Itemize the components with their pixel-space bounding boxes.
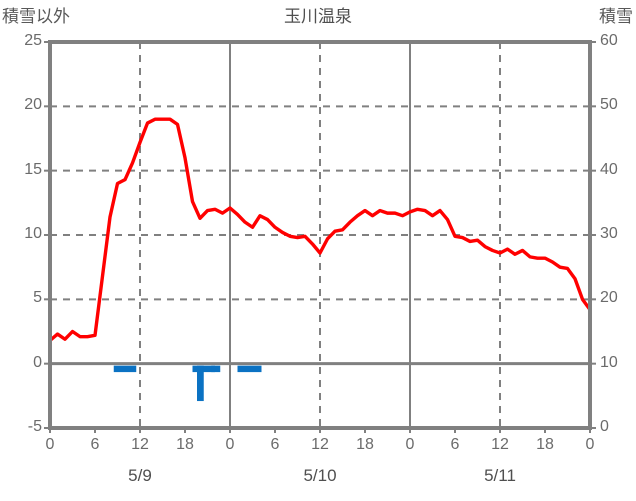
left-axis-tick-label: 20	[24, 96, 42, 114]
precipitation-bar	[197, 365, 204, 402]
x-axis-tick-label: 18	[356, 436, 374, 453]
x-axis-tick-label: 0	[585, 436, 595, 453]
left-axis-tick-label: 10	[24, 225, 42, 242]
right-axis-tick-label: 30	[600, 225, 618, 242]
x-axis-tick-label: 6	[90, 436, 100, 453]
precipitation-bar	[211, 365, 221, 373]
x-axis-tick-label: 18	[176, 436, 194, 453]
left-axis-tick-label: 15	[24, 160, 42, 178]
x-axis-tick-label: 0	[225, 436, 235, 453]
x-axis-tick-label: 6	[450, 436, 460, 453]
axis-ticks	[44, 41, 596, 433]
right-axis-tick-label: 50	[600, 96, 618, 114]
precipitation-bar	[237, 365, 262, 373]
temperature-polyline	[48, 117, 592, 343]
precipitation-bar	[113, 365, 137, 373]
left-axis-tick-label: -5	[27, 418, 42, 435]
chart-title: 玉川温泉	[284, 7, 352, 26]
left-axis-title: 積雪以外	[2, 7, 70, 26]
right-axis-tick-label: 0	[600, 418, 609, 435]
precipitation-bars	[113, 365, 262, 402]
right-axis-title: 積雪	[599, 7, 633, 26]
x-axis-tick-label: 12	[491, 436, 509, 453]
left-axis-tick-label: 25	[24, 32, 42, 49]
temperature-line	[48, 117, 592, 343]
left-axis-tick-label: 0	[33, 353, 42, 371]
right-axis-tick-label: 10	[600, 353, 618, 371]
x-axis-tick-label: 12	[311, 436, 329, 453]
x-axis-tick-label: 12	[131, 436, 149, 453]
x-axis-tick-label: 0	[405, 436, 415, 453]
right-axis-tick-label: 20	[600, 289, 618, 307]
right-axis-tick-label: 60	[600, 32, 618, 49]
x-axis-day-label: 5/9	[128, 466, 152, 485]
x-axis-tick-label: 18	[536, 436, 554, 453]
x-axis-tick-label: 0	[45, 436, 55, 453]
left-axis-tick-label: 5	[33, 289, 42, 307]
x-axis-day-label: 5/10	[303, 466, 337, 485]
x-axis-day-label: 5/11	[484, 466, 516, 485]
x-axis-tick-label: 6	[270, 436, 280, 453]
right-axis-tick-label: 40	[600, 160, 618, 178]
